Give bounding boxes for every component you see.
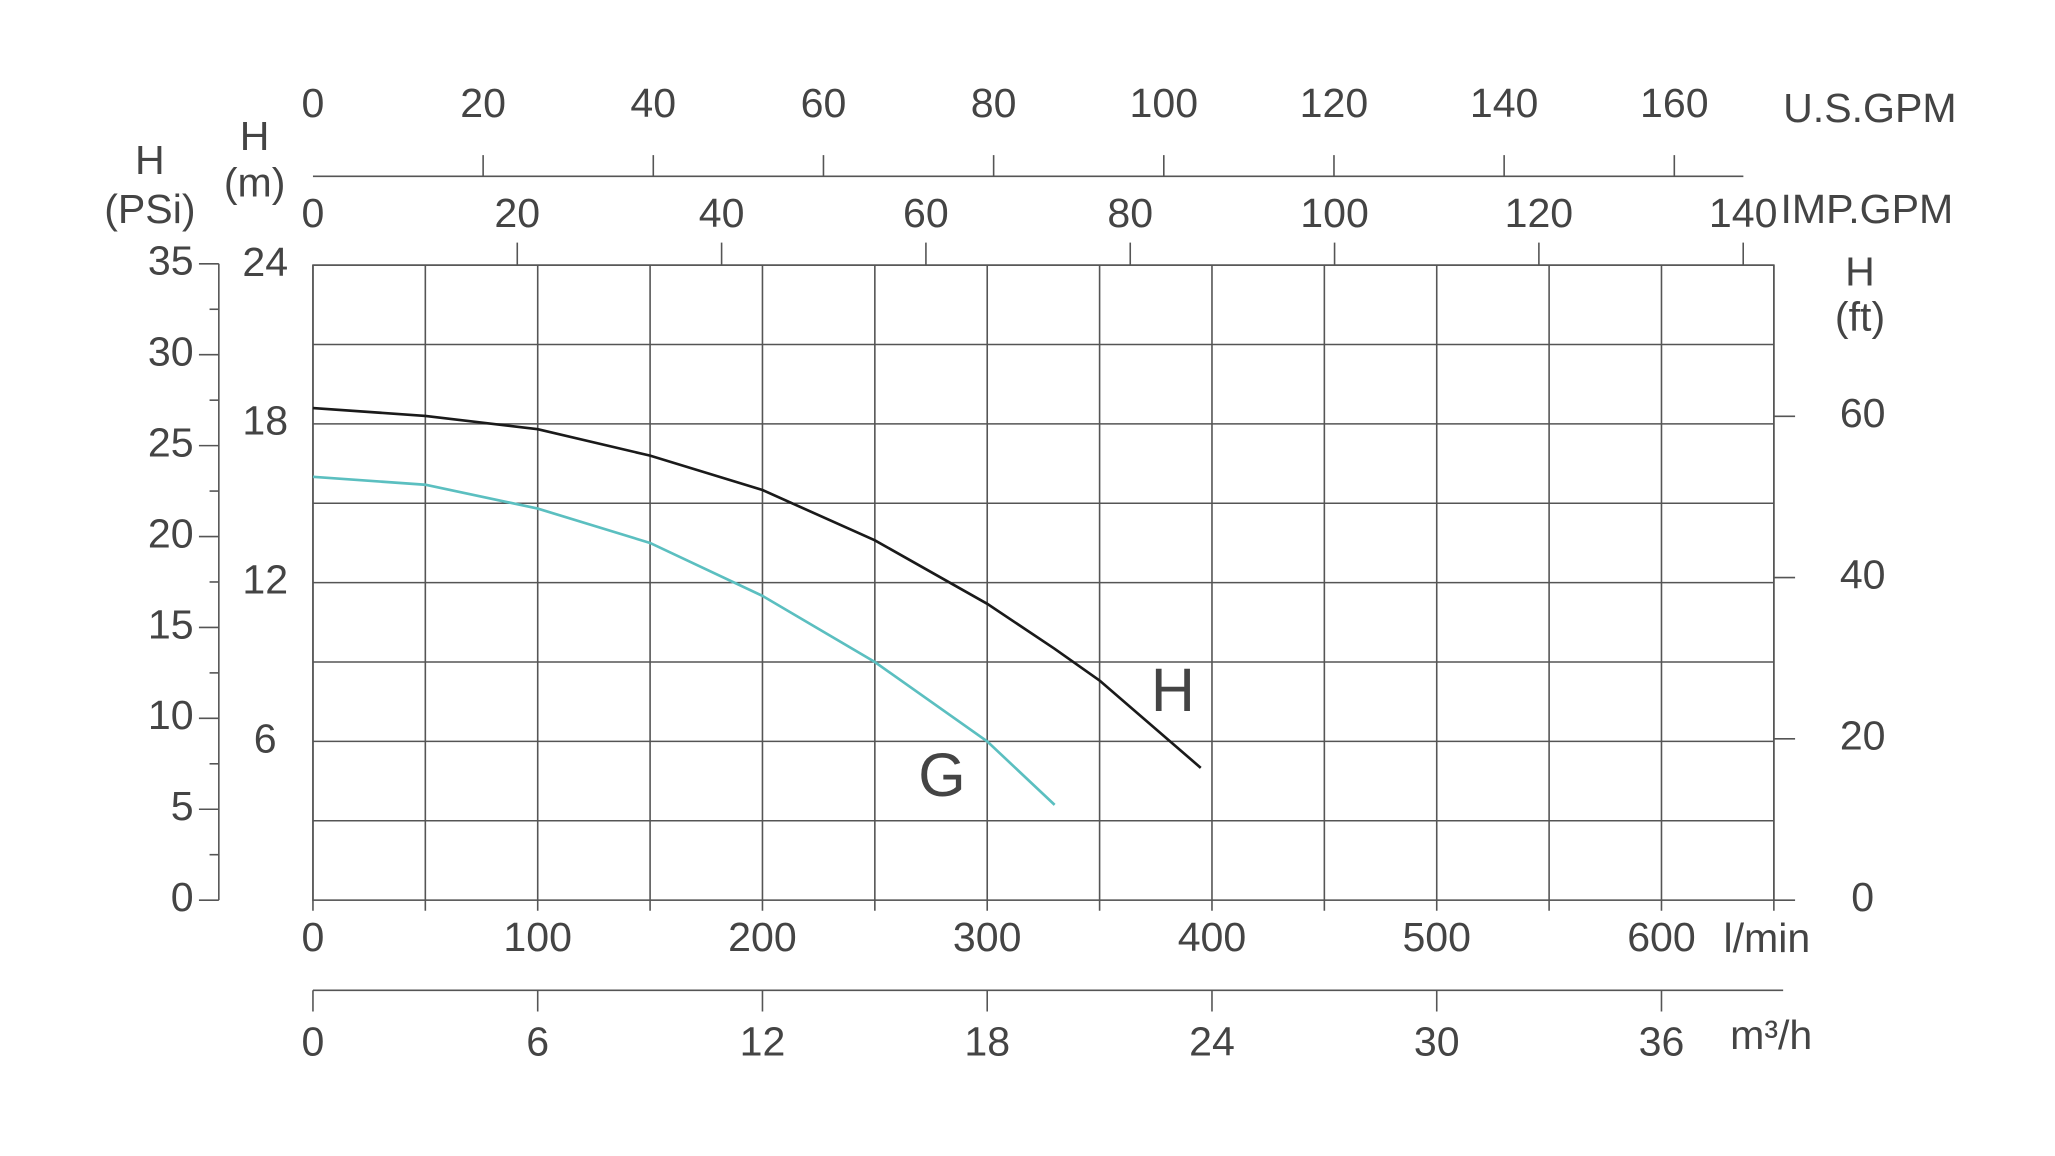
psi-tick-label: 20 <box>148 510 194 556</box>
y-tick-label: 12 <box>242 556 288 602</box>
y-tick-label: 18 <box>242 398 288 444</box>
y-tick-label: 6 <box>254 715 277 761</box>
psi-axis-label: H <box>135 137 165 183</box>
top-tick-label: 80 <box>1107 190 1153 236</box>
curve <box>312 406 1202 769</box>
psi-tick-label: 15 <box>148 601 194 647</box>
x-tick-label: 200 <box>728 914 797 960</box>
psi-tick-label: 25 <box>148 419 194 465</box>
psi-tick-label: 35 <box>148 238 194 284</box>
top-tick-label: 40 <box>630 80 676 126</box>
bottom-tick-label: 12 <box>740 1019 786 1065</box>
psi-tick-label: 10 <box>148 692 194 738</box>
x-tick-label: 600 <box>1627 914 1696 960</box>
y2-tick-label: 60 <box>1840 390 1886 436</box>
psi-tick-label: 30 <box>148 329 194 375</box>
top-tick-label: 100 <box>1130 80 1199 126</box>
bottom-tick-label: 36 <box>1639 1019 1685 1065</box>
top-tick-label: 40 <box>699 190 745 236</box>
top-tick-label: 0 <box>302 190 325 236</box>
psi-tick-label: 5 <box>171 783 194 829</box>
bottom-tick-label: 18 <box>964 1019 1010 1065</box>
top-tick-label: 160 <box>1640 80 1709 126</box>
y-tick-label: 24 <box>242 239 288 285</box>
psi-axis-label: (PSi) <box>104 186 195 232</box>
y2-tick-label: 0 <box>1851 874 1874 920</box>
y2-axis-label: (ft) <box>1835 293 1885 339</box>
x-tick-label: 0 <box>302 914 325 960</box>
bottom-axis-label: m³/h <box>1730 1012 1812 1058</box>
top-tick-label: 80 <box>971 80 1017 126</box>
top-tick-label: 120 <box>1505 190 1574 236</box>
top-tick-label: 120 <box>1300 80 1369 126</box>
x-tick-label: 100 <box>503 914 572 960</box>
top-tick-label: 0 <box>302 80 325 126</box>
top-tick-label: 20 <box>460 80 506 126</box>
curve <box>312 475 1056 806</box>
curve-label: H <box>1151 656 1195 724</box>
y2-tick-label: 40 <box>1840 551 1886 597</box>
bottom-tick-label: 0 <box>302 1019 325 1065</box>
x-tick-label: 500 <box>1402 914 1471 960</box>
x-tick-label: 400 <box>1178 914 1247 960</box>
y-axis-label: H <box>240 113 270 159</box>
psi-tick-label: 0 <box>171 874 194 920</box>
x-axis-label: l/min <box>1723 915 1810 961</box>
bottom-tick-label: 30 <box>1414 1019 1460 1065</box>
top-axis-label: IMP.GPM <box>1780 186 1953 232</box>
y-axis-label: (m) <box>224 159 286 205</box>
x-tick-label: 300 <box>953 914 1022 960</box>
top-tick-label: 60 <box>903 190 949 236</box>
curve-label: G <box>918 741 965 809</box>
top-tick-label: 140 <box>1709 190 1778 236</box>
top-tick-label: 100 <box>1300 190 1369 236</box>
y2-tick-label: 20 <box>1840 713 1886 759</box>
top-tick-label: 20 <box>494 190 540 236</box>
bottom-tick-label: 6 <box>526 1019 549 1065</box>
top-axis-label: U.S.GPM <box>1783 85 1956 131</box>
top-tick-label: 140 <box>1470 80 1539 126</box>
top-tick-label: 60 <box>801 80 847 126</box>
bottom-tick-label: 24 <box>1189 1019 1235 1065</box>
y2-axis-label: H <box>1845 248 1875 294</box>
